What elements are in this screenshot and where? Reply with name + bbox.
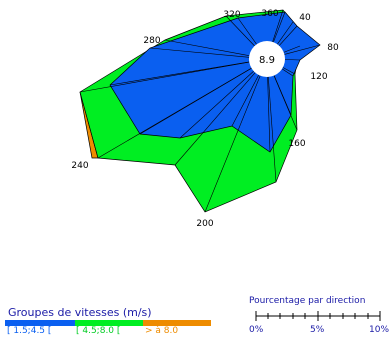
speed-group-3-swatch	[143, 320, 211, 326]
direction-label-240: 240	[71, 161, 88, 171]
rose-spoke	[225, 15, 255, 47]
direction-label-280: 280	[143, 36, 160, 46]
rose-spoke	[164, 39, 250, 56]
rose-spoke	[268, 76, 277, 183]
calm-value-label: 8.9	[259, 55, 275, 66]
direction-label-200: 200	[196, 219, 213, 229]
speed-groups-title: Groupes de vitesses (m/s)	[8, 306, 152, 319]
speed-group-1-label: [ 1.5;4.5 [	[7, 326, 52, 336]
rose-spoke	[284, 59, 301, 61]
speed-group-3-label: > à 8.0	[145, 326, 179, 336]
rose-spoke	[237, 17, 257, 45]
rose-spoke	[204, 75, 261, 213]
speed-group-1-swatch	[5, 320, 75, 326]
rose-spoke	[273, 75, 292, 116]
rose-spoke	[281, 68, 294, 77]
rose-spoke	[109, 61, 250, 86]
scale-title: Pourcentage par direction	[249, 296, 366, 306]
direction-label-360: 360	[261, 9, 278, 19]
rose-spoke	[231, 74, 259, 127]
rose-spoke	[149, 47, 250, 58]
rose-spoke	[284, 44, 321, 55]
scale-tick-5: 5%	[310, 325, 325, 335]
scale-tick-10: 10%	[369, 325, 390, 335]
direction-label-320: 320	[223, 10, 240, 20]
scale-tick-0: 0%	[249, 325, 264, 335]
rose-spoke	[283, 45, 301, 53]
wind-rose-chart: 8.9 40 80 120 160 200 240 280 320 360	[71, 9, 339, 229]
rose-spoke	[272, 9, 284, 42]
rose-spoke	[174, 72, 256, 166]
rose-spoke	[277, 21, 294, 45]
rose-spoke	[267, 76, 271, 153]
rose-spoke	[273, 11, 286, 43]
direction-label-40: 40	[299, 13, 311, 23]
rose-spoke	[179, 70, 254, 139]
speed-group-2-label: [ 4.5;8.0 [	[76, 326, 121, 336]
percentage-scale	[255, 311, 381, 321]
rose-spoke	[79, 61, 250, 93]
rose-spoke	[139, 67, 252, 135]
rose-spoke	[282, 67, 296, 75]
calm-circle	[249, 41, 285, 77]
rose-spoke	[278, 25, 298, 46]
direction-label-160: 160	[288, 139, 305, 149]
direction-label-80: 80	[327, 43, 339, 53]
direction-label-120: 120	[310, 72, 327, 82]
speed-group-2-swatch	[75, 320, 143, 326]
